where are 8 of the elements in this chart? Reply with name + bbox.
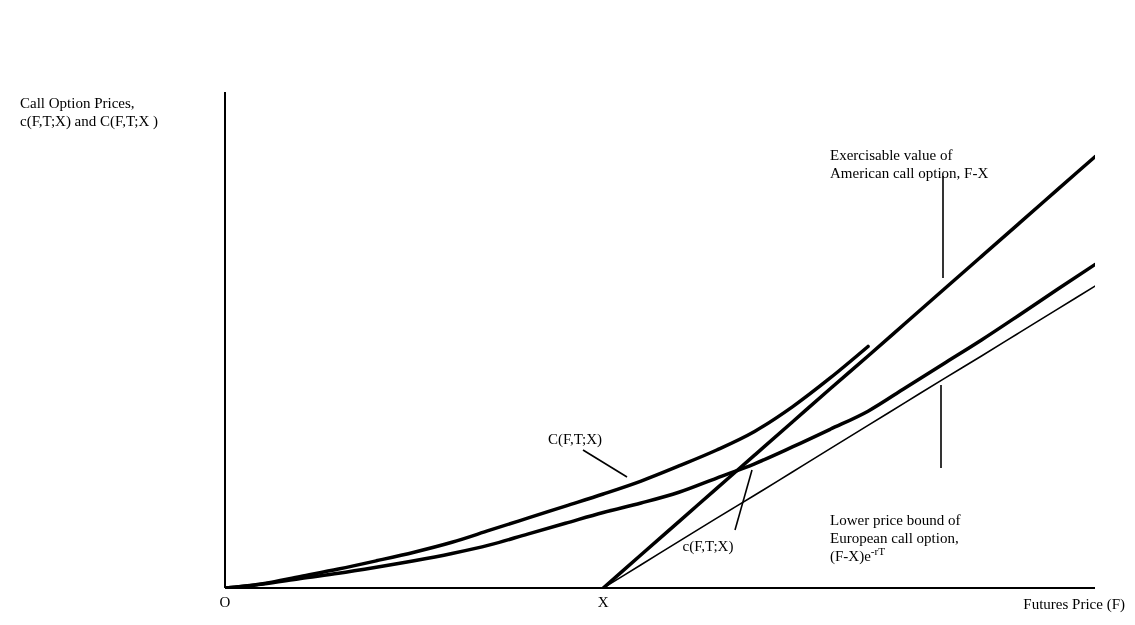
x-axis-title: Futures Price (F) — [1023, 596, 1125, 613]
annotation: Exercisable value of American call option, F-X — [830, 147, 989, 181]
annotation: Lower price bound of European call option, (F-X)e$^{-rT}$ — [830, 512, 961, 565]
x-tick-label: X — [597, 593, 609, 610]
annotation: c(F,T;X) — [682, 538, 734, 555]
y-axis-title: Call Option Prices, c(F,T;X) and C(F,T;X ) — [20, 95, 159, 130]
annotation: C(F,T;X) — [547, 431, 603, 448]
x-tick-label: O — [219, 593, 231, 610]
